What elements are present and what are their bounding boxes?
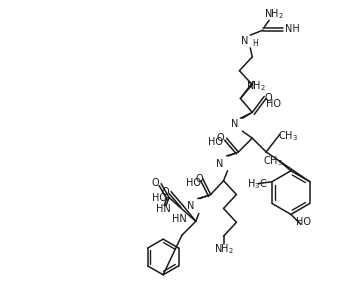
Text: NH$_2$: NH$_2$ xyxy=(246,80,266,94)
Text: O: O xyxy=(152,178,159,188)
Text: NH$_2$: NH$_2$ xyxy=(214,242,233,256)
Text: HO: HO xyxy=(186,178,201,188)
Text: HN: HN xyxy=(156,205,171,214)
Text: CH$_3$: CH$_3$ xyxy=(263,154,283,168)
Text: N: N xyxy=(241,36,248,46)
Text: O: O xyxy=(195,174,203,184)
Text: O: O xyxy=(264,94,272,104)
Text: HO: HO xyxy=(296,217,311,227)
Text: NH: NH xyxy=(285,24,300,34)
Text: N: N xyxy=(231,119,238,129)
Text: CH$_3$: CH$_3$ xyxy=(278,129,298,143)
Text: O: O xyxy=(217,133,225,143)
Text: H: H xyxy=(252,39,258,49)
Text: HO: HO xyxy=(266,99,281,110)
Text: N: N xyxy=(187,202,195,211)
Text: HN: HN xyxy=(172,214,186,224)
Text: HO: HO xyxy=(152,192,167,202)
Text: O: O xyxy=(161,186,169,197)
Text: N: N xyxy=(216,159,224,169)
Text: H$_3$C: H$_3$C xyxy=(247,177,267,191)
Text: HO: HO xyxy=(207,137,223,147)
Text: NH$_2$: NH$_2$ xyxy=(264,7,284,21)
